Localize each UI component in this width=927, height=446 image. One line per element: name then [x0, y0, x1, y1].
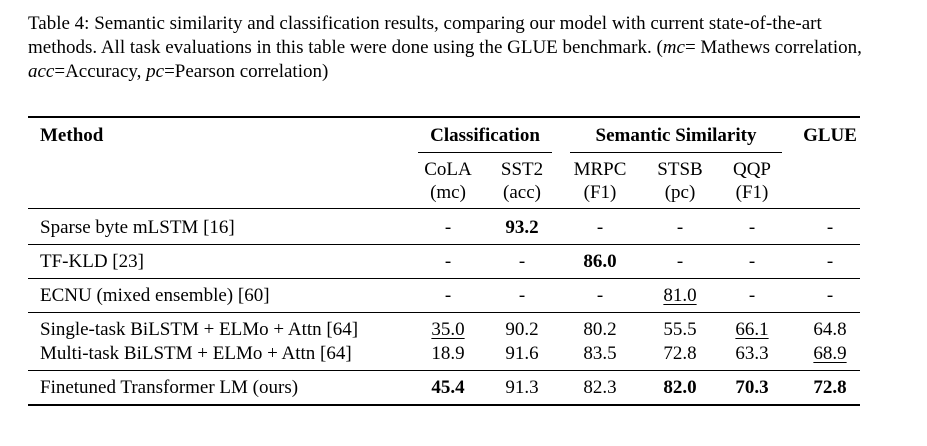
rule [28, 244, 860, 245]
column-metric: (pc) [664, 182, 696, 203]
cell: - [826, 251, 834, 272]
column-metric: (mc) [430, 182, 466, 203]
cell: 90.2 [505, 319, 539, 340]
method-name: TF-KLD [23] [40, 251, 144, 272]
cell: - [444, 217, 452, 238]
method-header: Method [40, 125, 104, 146]
method-name: Multi-task BiLSTM + ELMo + Attn [64] [40, 343, 352, 364]
cell: 70.3 [735, 377, 769, 398]
cell: 64.8 [813, 319, 847, 340]
caption-part: = Mathews correlation, [684, 37, 862, 58]
rule [28, 312, 860, 313]
cell: - [518, 251, 526, 272]
cell: 81.0 [663, 285, 697, 306]
cell: 63.3 [735, 343, 769, 364]
column-header: CoLA [424, 159, 472, 180]
caption-part: Table 4: Semantic similarity and classif… [28, 13, 822, 58]
cell: - [676, 217, 684, 238]
cell: - [444, 251, 452, 272]
method-name: ECNU (mixed ensemble) [60] [40, 285, 270, 306]
cell: 91.6 [505, 343, 539, 364]
cell: 91.3 [505, 377, 539, 398]
cell: 18.9 [431, 343, 465, 364]
cell: 86.0 [583, 251, 617, 272]
rule [28, 116, 860, 118]
cell: - [444, 285, 452, 306]
caption-part: mc [662, 37, 685, 58]
cell: - [826, 285, 834, 306]
cell: 35.0 [431, 319, 465, 340]
column-header: SST2 [500, 159, 544, 180]
cell: 93.2 [505, 217, 539, 238]
column-header: QQP [732, 159, 772, 180]
caption-part: =Pearson correlation) [164, 61, 329, 82]
cell: 66.1 [735, 319, 769, 340]
cell: 80.2 [583, 319, 617, 340]
rule [28, 278, 860, 279]
caption-part: =Accuracy, [54, 61, 147, 82]
cell: 82.3 [583, 377, 617, 398]
cell: - [748, 285, 756, 306]
rule [570, 152, 782, 153]
caption-part: acc [28, 61, 55, 82]
cell: 72.8 [813, 377, 847, 398]
cell: - [826, 217, 834, 238]
cell: - [596, 285, 604, 306]
cell: 68.9 [813, 343, 847, 364]
rule [28, 404, 860, 406]
column-header: STSB [657, 159, 703, 180]
column-metric: (acc) [503, 182, 541, 203]
method-name: Finetuned Transformer LM (ours) [40, 377, 299, 398]
group-header: GLUE [803, 125, 857, 146]
cell: - [748, 217, 756, 238]
cell: 45.4 [431, 377, 465, 398]
rule [418, 152, 552, 153]
method-name: Sparse byte mLSTM [16] [40, 217, 235, 238]
group-header: Classification [430, 125, 540, 146]
column-metric: (F1) [583, 182, 617, 203]
cell: 82.0 [663, 377, 697, 398]
cell: 72.8 [663, 343, 697, 364]
rule [28, 208, 860, 209]
cell: 55.5 [663, 319, 697, 340]
column-metric: (F1) [735, 182, 769, 203]
caption-part: pc [146, 61, 165, 82]
caption: Table 4: Semantic similarity and classif… [28, 12, 893, 84]
group-header: Semantic Similarity [595, 125, 757, 146]
method-name: Single-task BiLSTM + ELMo + Attn [64] [40, 319, 359, 340]
cell: - [676, 251, 684, 272]
cell: - [596, 217, 604, 238]
cell: - [518, 285, 526, 306]
cell: 83.5 [583, 343, 617, 364]
cell: - [748, 251, 756, 272]
rule [28, 370, 860, 371]
column-header: MRPC [573, 159, 627, 180]
